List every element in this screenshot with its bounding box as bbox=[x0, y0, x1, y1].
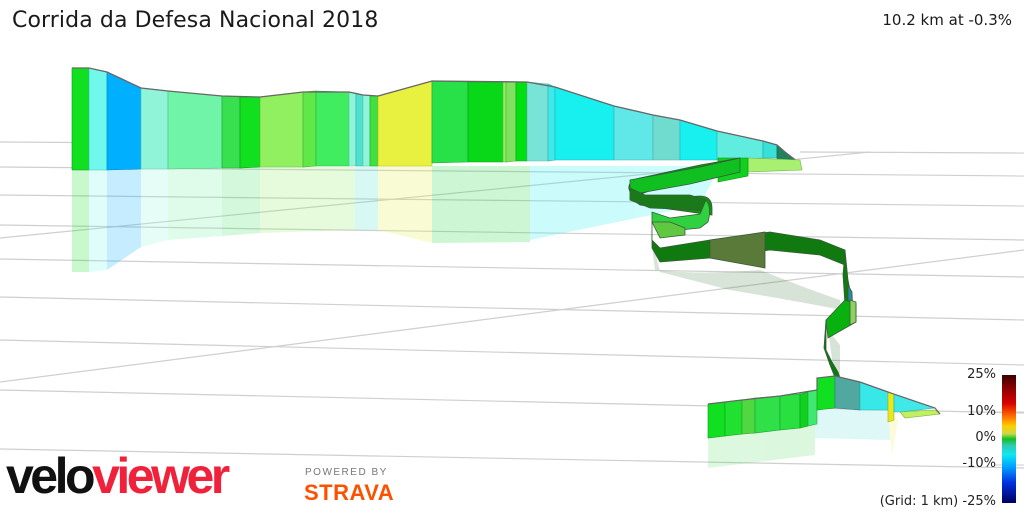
powered-by-label: POWERED BY bbox=[305, 467, 388, 478]
upper-wall bbox=[71, 67, 800, 171]
route-stats: 10.2 km at -0.3% bbox=[882, 11, 1012, 29]
legend-label-0: 0% bbox=[975, 430, 996, 445]
upper-wall-reflection bbox=[72, 166, 720, 272]
grid-note: (Grid: 1 km) -25% bbox=[820, 494, 996, 509]
page-title: Corrida da Defesa Nacional 2018 bbox=[12, 8, 379, 33]
logo-viewer: viewer bbox=[92, 448, 230, 504]
logo-velo: velo bbox=[6, 448, 96, 504]
strava-logo[interactable]: STRAVA bbox=[304, 480, 395, 505]
lower-wall bbox=[707, 375, 941, 439]
ribbon-reflection bbox=[650, 230, 898, 468]
legend-label-25: 25% bbox=[967, 367, 996, 382]
winding-ribbon bbox=[628, 157, 857, 381]
legend-label-minus10: -10% bbox=[962, 456, 996, 471]
gradient-colorbar bbox=[1002, 375, 1016, 503]
grid-note-text: (Grid: 1 km) bbox=[879, 494, 959, 509]
legend-label-10: 10% bbox=[967, 404, 996, 419]
veloviewer-logo[interactable]: veloviewer bbox=[6, 448, 230, 504]
legend-label-minus25: -25% bbox=[962, 494, 996, 509]
